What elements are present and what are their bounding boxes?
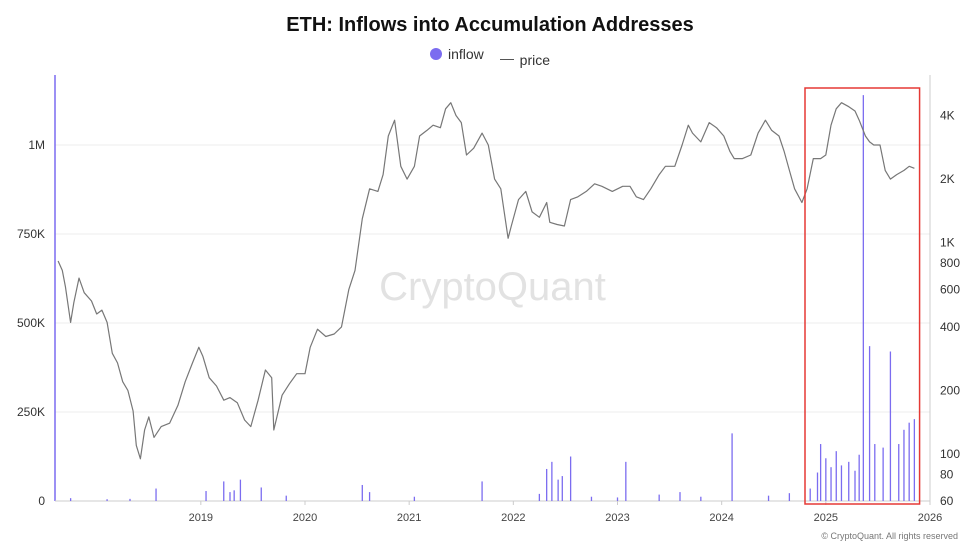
left-tick-label-3: 750K xyxy=(17,227,45,241)
x-tick-label-3: 2022 xyxy=(501,512,525,524)
price-line xyxy=(57,102,915,460)
chart-legend: inflow price xyxy=(0,46,980,68)
right-tick-label-8: 2K xyxy=(940,172,955,186)
copyright-note: © CryptoQuant. All rights reserved xyxy=(821,531,958,541)
watermark: CryptoQuant xyxy=(379,265,606,309)
right-tick-label-4: 400 xyxy=(940,320,960,334)
right-tick-label-2: 100 xyxy=(940,447,960,461)
x-tick-label-7: 2026 xyxy=(918,512,942,524)
highlight-box xyxy=(804,87,921,505)
right-tick-label-1: 80 xyxy=(940,468,954,482)
right-tick-label-0: 60 xyxy=(940,494,954,508)
x-tick-label-5: 2024 xyxy=(709,512,733,524)
legend-inflow-dot xyxy=(429,48,442,60)
legend-item-price[interactable]: price xyxy=(499,51,551,68)
left-tick-label-4: 1M xyxy=(28,138,45,152)
left-tick-label-1: 250K xyxy=(17,405,45,419)
right-tick-label-9: 4K xyxy=(940,108,955,122)
x-tick-label-4: 2023 xyxy=(605,512,629,524)
legend-item-inflow[interactable]: inflow xyxy=(429,46,484,62)
right-tick-label-7: 1K xyxy=(940,236,955,250)
legend-price-label: price xyxy=(519,51,551,68)
right-tick-label-3: 200 xyxy=(940,383,960,397)
x-tick-label-1: 2020 xyxy=(293,512,317,524)
right-tick-label-6: 800 xyxy=(940,256,960,270)
x-tick-label-6: 2025 xyxy=(814,512,838,524)
legend-price-line xyxy=(499,59,514,60)
left-tick-label-0: 0 xyxy=(38,494,45,508)
left-tick-label-2: 500K xyxy=(17,316,45,330)
x-tick-label-2: 2021 xyxy=(397,512,421,524)
right-tick-label-5: 600 xyxy=(940,283,960,297)
chart-title: ETH: Inflows into Accumulation Addresses xyxy=(286,14,694,36)
x-tick-label-0: 2019 xyxy=(189,512,213,524)
legend-inflow-label: inflow xyxy=(447,46,484,62)
